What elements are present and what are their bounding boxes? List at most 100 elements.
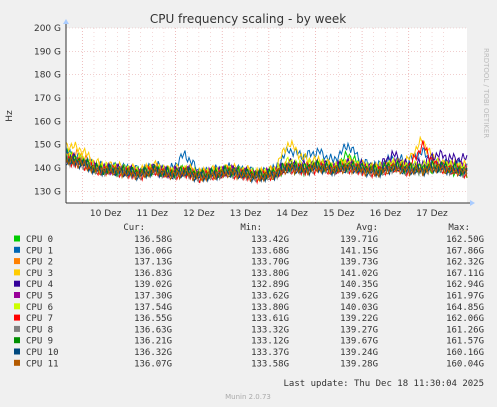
y-tick-label: 200 G: [34, 24, 61, 34]
legend-max-value: 162.06G: [446, 314, 484, 324]
legend-max-value: 162.94G: [446, 280, 484, 290]
legend-swatch: [14, 292, 20, 298]
x-tick-label: 13 Dez: [230, 209, 262, 219]
legend-min-value: 132.89G: [251, 280, 289, 290]
legend-avg-value: 139.24G: [340, 348, 378, 358]
legend-swatch: [14, 359, 20, 366]
legend-min-value: 133.80G: [251, 269, 289, 279]
y-tick-label: 170 G: [34, 94, 61, 104]
x-tick-label: 16 Dez: [370, 209, 402, 219]
legend-cur-value: 137.30G: [134, 292, 172, 302]
legend-series-name: CPU 6: [26, 303, 53, 313]
legend-series-name: CPU 7: [26, 314, 53, 324]
chart-title: CPU frequency scaling - by week: [150, 12, 346, 26]
legend-avg-value: 139.62G: [340, 292, 378, 302]
legend-cur-value: 137.54G: [134, 303, 172, 313]
legend-avg-value: 139.22G: [340, 314, 378, 324]
legend-max-value: 167.86G: [446, 246, 484, 256]
legend-header-max: Max:: [448, 223, 470, 233]
legend-max-value: 160.16G: [446, 348, 484, 358]
y-tick-label: 130 G: [34, 187, 61, 197]
legend-max-value: 167.11G: [446, 269, 484, 279]
munin-version: Munin 2.0.73: [225, 393, 271, 401]
legend: Cur: Min: Avg: Max: CPU 0 136.58G 133.42G 1…: [14, 223, 484, 369]
legend-cur-value: 136.83G: [134, 269, 172, 279]
legend-swatch: [14, 303, 20, 310]
legend-avg-value: 141.15G: [340, 246, 378, 256]
legend-cur-value: 136.21G: [134, 337, 172, 347]
legend-max-value: 161.26G: [446, 325, 484, 335]
y-tick-label: 180 G: [34, 71, 61, 81]
series-lines: [65, 135, 468, 185]
x-tick-labels: 10 Dez 11 Dez 12 Dez 13 Dez 14 Dez 15 Dez 16 D…: [90, 209, 448, 219]
y-tick-label: 160 G: [34, 117, 61, 127]
legend-series-name: CPU 3: [26, 269, 53, 279]
legend-series-name: CPU 8: [26, 325, 53, 335]
legend-series-name: CPU 5: [26, 292, 53, 302]
legend-min-value: 133.68G: [251, 246, 289, 256]
y-axis-arrow: [63, 19, 69, 24]
legend-cur-value: 136.58G: [134, 235, 172, 245]
y-axis-label: Hz: [5, 110, 15, 122]
legend-series-name: CPU 11: [26, 359, 59, 369]
legend-swatch: [14, 246, 20, 253]
legend-min-value: 133.80G: [251, 303, 289, 313]
legend-avg-value: 139.28G: [340, 359, 378, 369]
x-tick-label: 14 Dez: [276, 209, 308, 219]
legend-min-value: 133.37G: [251, 348, 289, 358]
last-update: Last update: Thu Dec 18 11:30:04 2025: [284, 379, 484, 389]
x-tick-label: 10 Dez: [90, 209, 122, 219]
legend-avg-value: 140.35G: [340, 280, 378, 290]
legend-min-value: 133.61G: [251, 314, 289, 324]
legend-min-value: 133.70G: [251, 258, 289, 268]
y-tick-label: 190 G: [34, 47, 61, 57]
legend-min-value: 133.12G: [251, 337, 289, 347]
axes: [63, 19, 475, 206]
rrdtool-watermark: RRDTOOL / TOBI OETIKER: [482, 48, 490, 138]
legend-max-value: 160.04G: [446, 359, 484, 369]
legend-series-name: CPU 10: [26, 348, 59, 358]
legend-series-name: CPU 9: [26, 337, 53, 347]
legend-max-value: 161.57G: [446, 337, 484, 347]
legend-avg-value: 141.02G: [340, 269, 378, 279]
legend-max-value: 162.50G: [446, 235, 484, 245]
y-tick-label: 150 G: [34, 141, 61, 151]
legend-avg-value: 139.71G: [340, 235, 378, 245]
legend-min-value: 133.32G: [251, 325, 289, 335]
series-line-cpu-10: [65, 155, 468, 184]
legend-swatch: [14, 314, 20, 321]
legend-max-value: 161.97G: [446, 292, 484, 302]
legend-avg-value: 140.03G: [340, 303, 378, 313]
x-tick-label: 17 Dez: [416, 209, 448, 219]
legend-max-value: 164.85G: [446, 303, 484, 313]
legend-cur-value: 136.32G: [134, 348, 172, 358]
legend-header-min: Min:: [240, 223, 262, 233]
legend-cur-value: 137.13G: [134, 258, 172, 268]
x-tick-label: 15 Dez: [323, 209, 355, 219]
legend-swatch: [14, 269, 20, 276]
legend-swatch: [14, 348, 20, 355]
legend-series-name: CPU 4: [26, 280, 53, 290]
legend-max-value: 162.32G: [446, 258, 484, 268]
legend-swatch: [14, 280, 20, 287]
legend-swatch: [14, 337, 20, 344]
legend-cur-value: 136.63G: [134, 325, 172, 335]
legend-min-value: 133.58G: [251, 359, 289, 369]
y-tick-labels: 130 G 140 G 150 G 160 G 170 G 180 G 190 G 200 G: [34, 24, 61, 197]
legend-min-value: 133.42G: [251, 235, 289, 245]
y-tick-label: 140 G: [34, 164, 61, 174]
legend-swatch: [14, 325, 20, 332]
x-tick-label: 11 Dez: [137, 209, 169, 219]
legend-series-name: CPU 1: [26, 246, 53, 256]
legend-series-name: CPU 0: [26, 235, 53, 245]
legend-swatch: [14, 258, 20, 265]
legend-cur-value: 136.55G: [134, 314, 172, 324]
legend-header-cur: Cur:: [123, 223, 145, 233]
x-axis-arrow: [470, 200, 475, 206]
legend-avg-value: 139.73G: [340, 258, 378, 268]
legend-cur-value: 136.06G: [134, 246, 172, 256]
legend-header-avg: Avg:: [356, 223, 378, 233]
legend-min-value: 133.62G: [251, 292, 289, 302]
x-tick-label: 12 Dez: [183, 209, 215, 219]
